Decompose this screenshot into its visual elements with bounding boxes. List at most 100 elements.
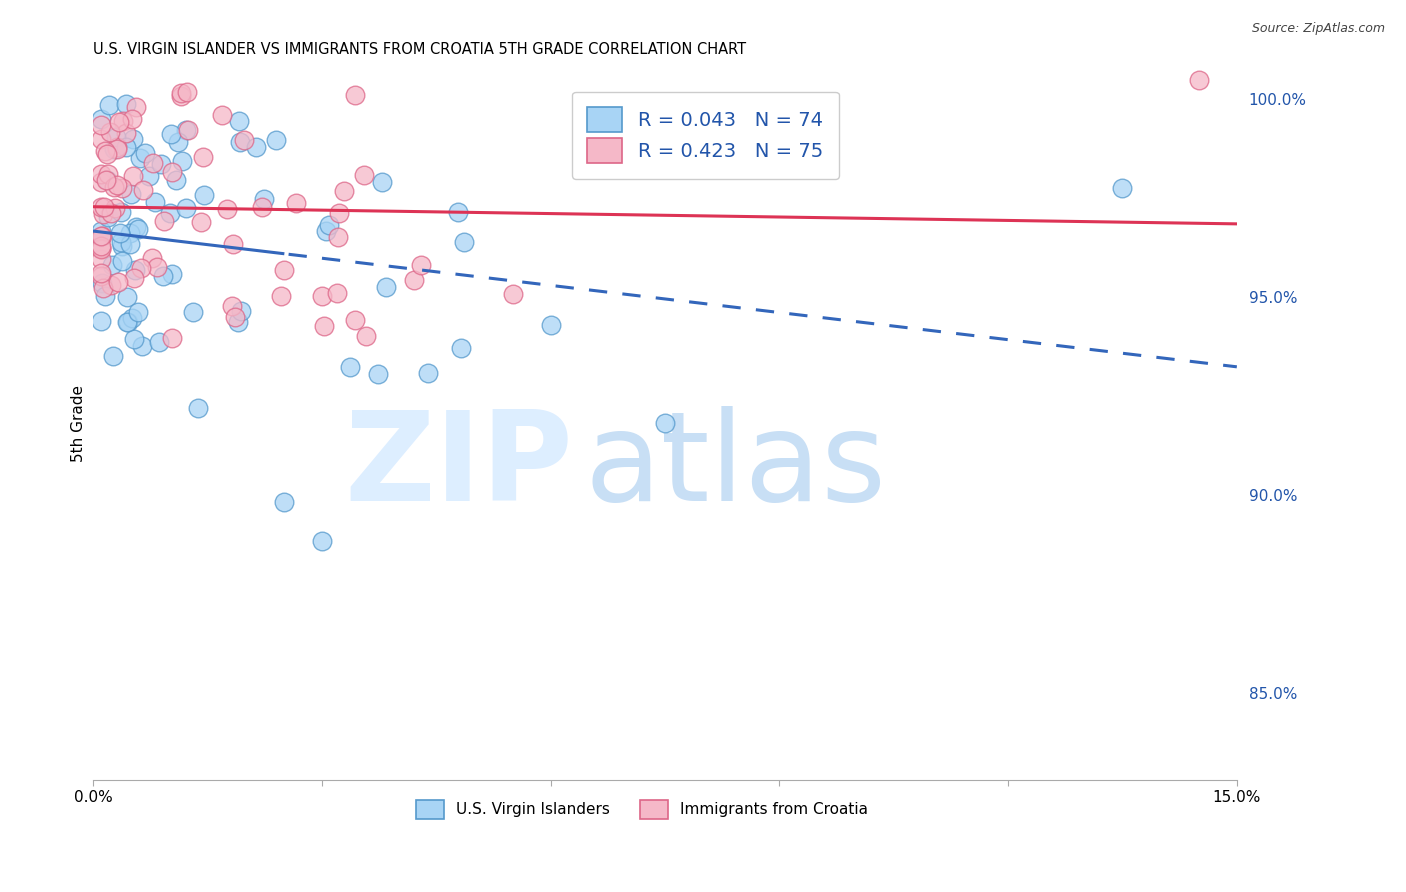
Point	[122, 169, 145, 183]
Point	[160, 267, 183, 281]
Point	[229, 135, 252, 149]
Point	[311, 534, 333, 549]
Point	[170, 86, 193, 100]
Point	[118, 227, 141, 241]
Point	[127, 222, 149, 236]
Point	[101, 258, 124, 272]
Point	[100, 206, 122, 220]
Point	[446, 205, 468, 219]
Point	[174, 201, 197, 215]
Point	[339, 360, 361, 375]
Point	[502, 286, 524, 301]
Point	[328, 206, 350, 220]
Point	[181, 305, 204, 319]
Point	[90, 241, 112, 255]
Point	[371, 176, 394, 190]
Point	[93, 200, 115, 214]
Point	[115, 126, 138, 140]
Point	[176, 86, 198, 100]
Point	[110, 204, 132, 219]
Point	[103, 142, 125, 156]
Point	[111, 113, 134, 128]
Point	[125, 100, 148, 114]
Point	[146, 260, 169, 275]
Point	[104, 201, 127, 215]
Point	[111, 181, 134, 195]
Point	[159, 206, 181, 220]
Point	[143, 195, 166, 210]
Point	[193, 188, 215, 202]
Point	[91, 207, 114, 221]
Point	[103, 179, 125, 194]
Point	[153, 214, 176, 228]
Point	[90, 314, 112, 328]
Point	[121, 112, 143, 127]
Point	[107, 275, 129, 289]
Point	[110, 235, 132, 250]
Point	[326, 230, 349, 244]
Point	[90, 175, 112, 189]
Point	[90, 266, 112, 280]
Point	[326, 285, 349, 300]
Point	[93, 144, 115, 158]
Point	[90, 118, 112, 132]
Point	[105, 140, 128, 154]
Point	[333, 184, 356, 198]
Point	[90, 252, 112, 266]
Point	[98, 98, 121, 112]
Point	[172, 153, 194, 168]
Point	[110, 254, 132, 268]
Point	[264, 133, 287, 147]
Point	[315, 224, 337, 238]
Point	[96, 173, 118, 187]
Point	[160, 165, 183, 179]
Point	[353, 168, 375, 182]
Point	[654, 416, 676, 430]
Point	[118, 237, 141, 252]
Point	[131, 339, 153, 353]
Point	[121, 131, 143, 145]
Point	[90, 200, 112, 214]
Point	[90, 167, 112, 181]
Point	[148, 334, 170, 349]
Point	[245, 139, 267, 153]
Point	[174, 123, 197, 137]
Point	[1111, 181, 1133, 195]
Point	[96, 147, 118, 161]
Point	[115, 315, 138, 329]
Point	[132, 183, 155, 197]
Point	[101, 349, 124, 363]
Point	[191, 150, 214, 164]
Point	[90, 132, 112, 146]
Point	[273, 263, 295, 277]
Point	[90, 242, 112, 256]
Point	[187, 401, 209, 415]
Point	[318, 219, 340, 233]
Point	[270, 289, 292, 303]
Point	[105, 178, 128, 193]
Point	[100, 278, 122, 293]
Point	[367, 367, 389, 381]
Legend: U.S. Virgin Islanders, Immigrants from Croatia: U.S. Virgin Islanders, Immigrants from C…	[411, 794, 875, 825]
Point	[273, 495, 295, 509]
Point	[166, 136, 188, 150]
Point	[228, 113, 250, 128]
Point	[124, 263, 146, 277]
Point	[90, 228, 112, 243]
Point	[453, 235, 475, 250]
Point	[115, 290, 138, 304]
Point	[105, 142, 128, 156]
Point	[124, 332, 146, 346]
Point	[252, 193, 274, 207]
Point	[111, 239, 134, 253]
Point	[114, 97, 136, 112]
Text: U.S. VIRGIN ISLANDER VS IMMIGRANTS FROM CROATIA 5TH GRADE CORRELATION CHART: U.S. VIRGIN ISLANDER VS IMMIGRANTS FROM …	[93, 42, 747, 57]
Point	[90, 229, 112, 244]
Point	[1188, 72, 1211, 87]
Point	[224, 310, 246, 324]
Point	[138, 169, 160, 183]
Point	[107, 115, 129, 129]
Point	[90, 112, 112, 126]
Point	[90, 268, 112, 283]
Point	[159, 127, 181, 141]
